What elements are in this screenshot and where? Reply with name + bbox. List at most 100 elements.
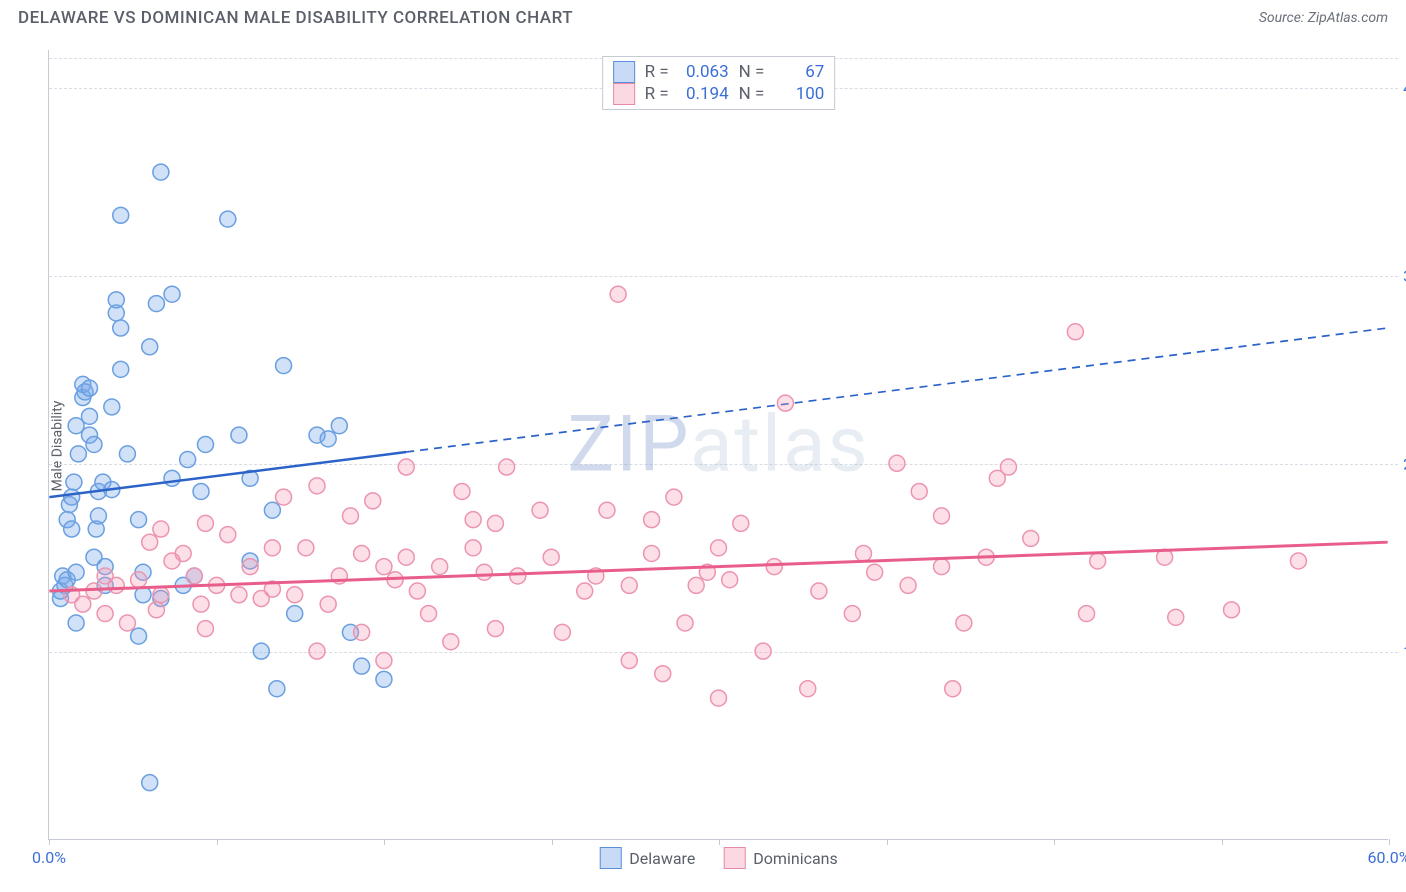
data-point — [800, 681, 816, 697]
legend-stats: R = 0.063 N = 67 R = 0.194 N = 100 — [602, 56, 836, 110]
data-point — [733, 515, 749, 531]
data-point — [354, 624, 370, 640]
data-point — [421, 606, 437, 622]
data-point — [68, 615, 84, 631]
data-point — [82, 380, 98, 396]
data-point — [532, 502, 548, 518]
data-point — [242, 559, 258, 575]
data-point — [766, 559, 782, 575]
data-point — [376, 559, 392, 575]
data-point — [577, 583, 593, 599]
data-point — [621, 653, 637, 669]
data-point — [621, 577, 637, 593]
data-point — [113, 320, 129, 336]
data-point — [142, 339, 158, 355]
n-label: N = — [739, 84, 765, 104]
data-point — [844, 606, 860, 622]
data-point — [610, 286, 626, 302]
data-point — [342, 508, 358, 524]
data-point — [900, 577, 916, 593]
data-point — [432, 559, 448, 575]
data-point — [443, 634, 459, 650]
n-value-dominicans: 100 — [774, 84, 824, 104]
data-point — [86, 437, 102, 453]
data-point — [131, 512, 147, 528]
data-point — [97, 606, 113, 622]
data-point — [108, 577, 124, 593]
data-point — [231, 427, 247, 443]
data-point — [131, 628, 147, 644]
x-tick — [887, 839, 888, 845]
data-point — [409, 583, 425, 599]
data-point — [1224, 602, 1240, 618]
x-tick-label: 0.0% — [32, 848, 66, 867]
data-point — [148, 602, 164, 618]
data-point — [104, 399, 120, 415]
data-point — [666, 489, 682, 505]
header: DELAWARE VS DOMINICAN MALE DISABILITY CO… — [0, 0, 1406, 32]
data-point — [64, 489, 80, 505]
data-point — [1023, 530, 1039, 546]
data-point — [398, 549, 414, 565]
data-point — [164, 470, 180, 486]
legend-row-delaware: R = 0.063 N = 67 — [613, 61, 825, 83]
swatch-pink-icon — [613, 83, 635, 105]
source-name: ZipAtlas.com — [1308, 10, 1388, 26]
data-point — [142, 775, 158, 791]
data-point — [1090, 553, 1106, 569]
data-point — [945, 681, 961, 697]
r-label: R = — [645, 62, 669, 82]
x-tick — [1389, 839, 1390, 845]
r-value-delaware: 0.063 — [679, 62, 729, 82]
data-point — [119, 446, 135, 462]
data-point — [309, 478, 325, 494]
chart-area: ZIPatlas R = 0.063 N = 67 R = 0.194 N = … — [48, 50, 1388, 840]
x-tick — [719, 839, 720, 845]
data-point — [264, 540, 280, 556]
data-point — [119, 615, 135, 631]
data-point — [164, 286, 180, 302]
data-point — [889, 455, 905, 471]
data-point — [1067, 324, 1083, 340]
data-point — [398, 459, 414, 475]
data-point — [911, 483, 927, 499]
data-point — [1000, 459, 1016, 475]
data-point — [934, 559, 950, 575]
data-point — [711, 690, 727, 706]
n-value-delaware: 67 — [774, 62, 824, 82]
data-point — [487, 515, 503, 531]
data-point — [153, 521, 169, 537]
data-point — [688, 577, 704, 593]
data-point — [376, 653, 392, 669]
data-point — [66, 474, 82, 490]
data-point — [755, 643, 771, 659]
data-point — [220, 527, 236, 543]
data-point — [70, 446, 86, 462]
scatter-plot — [49, 50, 1388, 839]
data-point — [175, 545, 191, 561]
data-point — [287, 587, 303, 603]
legend-series: Delaware Dominicans — [599, 847, 838, 869]
data-point — [655, 666, 671, 682]
data-point — [376, 671, 392, 687]
data-point — [599, 502, 615, 518]
data-point — [454, 483, 470, 499]
r-value-dominicans: 0.194 — [679, 84, 729, 104]
data-point — [554, 624, 570, 640]
data-point — [934, 508, 950, 524]
data-point — [365, 493, 381, 509]
data-point — [269, 681, 285, 697]
legend-label: Dominicans — [753, 849, 837, 868]
data-point — [113, 361, 129, 377]
data-point — [1290, 553, 1306, 569]
data-point — [465, 540, 481, 556]
data-point — [354, 658, 370, 674]
data-point — [131, 572, 147, 588]
data-point — [193, 596, 209, 612]
data-point — [510, 568, 526, 584]
legend-item-delaware: Delaware — [599, 847, 695, 869]
legend-row-dominicans: R = 0.194 N = 100 — [613, 83, 825, 105]
data-point — [309, 643, 325, 659]
data-point — [331, 418, 347, 434]
trend-line-extrapolated — [406, 328, 1387, 452]
